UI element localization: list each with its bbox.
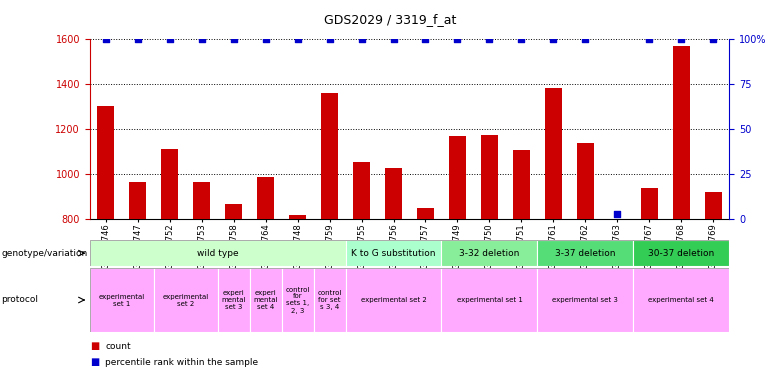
Text: count: count xyxy=(105,342,131,351)
Bar xyxy=(537,240,633,266)
Point xyxy=(195,36,207,42)
Point xyxy=(131,36,144,42)
Point xyxy=(388,36,400,42)
Point xyxy=(228,36,240,42)
Text: control
for set
s 3, 4: control for set s 3, 4 xyxy=(317,290,342,310)
Text: percentile rank within the sample: percentile rank within the sample xyxy=(105,358,258,367)
Text: experimental
set 2: experimental set 2 xyxy=(162,294,209,306)
Bar xyxy=(633,268,729,332)
Point xyxy=(675,36,688,42)
Bar xyxy=(633,240,729,266)
Text: control
for
sets 1,
2, 3: control for sets 1, 2, 3 xyxy=(285,286,310,314)
Bar xyxy=(257,177,275,219)
Point xyxy=(451,36,463,42)
Point xyxy=(292,36,304,42)
Text: ■: ■ xyxy=(90,340,99,351)
Text: protocol: protocol xyxy=(2,296,38,304)
Text: 3-32 deletion: 3-32 deletion xyxy=(459,249,519,258)
Point xyxy=(100,36,112,42)
Bar xyxy=(193,182,211,219)
Point xyxy=(516,36,528,42)
Bar xyxy=(672,46,690,219)
Bar xyxy=(640,188,658,219)
Bar xyxy=(704,192,722,219)
Point xyxy=(644,36,656,42)
Bar xyxy=(90,268,154,332)
Bar xyxy=(218,268,250,332)
Text: experimental set 4: experimental set 4 xyxy=(648,297,714,303)
Bar xyxy=(97,106,115,219)
Point xyxy=(548,36,560,42)
Bar xyxy=(225,204,243,219)
Text: GDS2029 / 3319_f_at: GDS2029 / 3319_f_at xyxy=(324,13,456,26)
Point xyxy=(164,36,176,42)
Point xyxy=(484,36,496,42)
Bar xyxy=(537,268,633,332)
Text: 3-37 deletion: 3-37 deletion xyxy=(555,249,615,258)
Bar xyxy=(314,268,346,332)
Text: 30-37 deletion: 30-37 deletion xyxy=(648,249,714,258)
Bar xyxy=(448,136,466,219)
Text: experimental set 3: experimental set 3 xyxy=(552,297,619,303)
Text: ■: ■ xyxy=(90,357,99,367)
Bar xyxy=(441,268,537,332)
Point xyxy=(420,36,432,42)
Point xyxy=(356,36,368,42)
Bar xyxy=(289,215,307,219)
Bar xyxy=(90,240,346,266)
Text: experimental set 1: experimental set 1 xyxy=(456,297,523,303)
Bar xyxy=(417,208,434,219)
Bar xyxy=(385,168,402,219)
Point xyxy=(612,211,624,217)
Bar xyxy=(321,93,339,219)
Point xyxy=(707,36,720,42)
Bar xyxy=(544,88,562,219)
Point xyxy=(580,36,592,42)
Text: wild type: wild type xyxy=(197,249,239,258)
Point xyxy=(323,36,335,42)
Text: genotype/variation: genotype/variation xyxy=(2,249,88,258)
Bar xyxy=(161,148,179,219)
Text: K to G substitution: K to G substitution xyxy=(351,249,436,258)
Bar xyxy=(512,150,530,219)
Point xyxy=(259,36,272,42)
Text: experimental
set 1: experimental set 1 xyxy=(98,294,145,306)
Bar xyxy=(346,268,441,332)
Bar xyxy=(576,143,594,219)
Bar xyxy=(353,162,370,219)
Bar xyxy=(282,268,314,332)
Bar xyxy=(250,268,282,332)
Bar xyxy=(129,182,147,219)
Text: experimental set 2: experimental set 2 xyxy=(360,297,427,303)
Bar xyxy=(346,240,441,266)
Bar xyxy=(441,240,537,266)
Text: experi
mental
set 3: experi mental set 3 xyxy=(222,290,246,310)
Bar xyxy=(154,268,218,332)
Bar xyxy=(480,135,498,219)
Text: experi
mental
set 4: experi mental set 4 xyxy=(254,290,278,310)
